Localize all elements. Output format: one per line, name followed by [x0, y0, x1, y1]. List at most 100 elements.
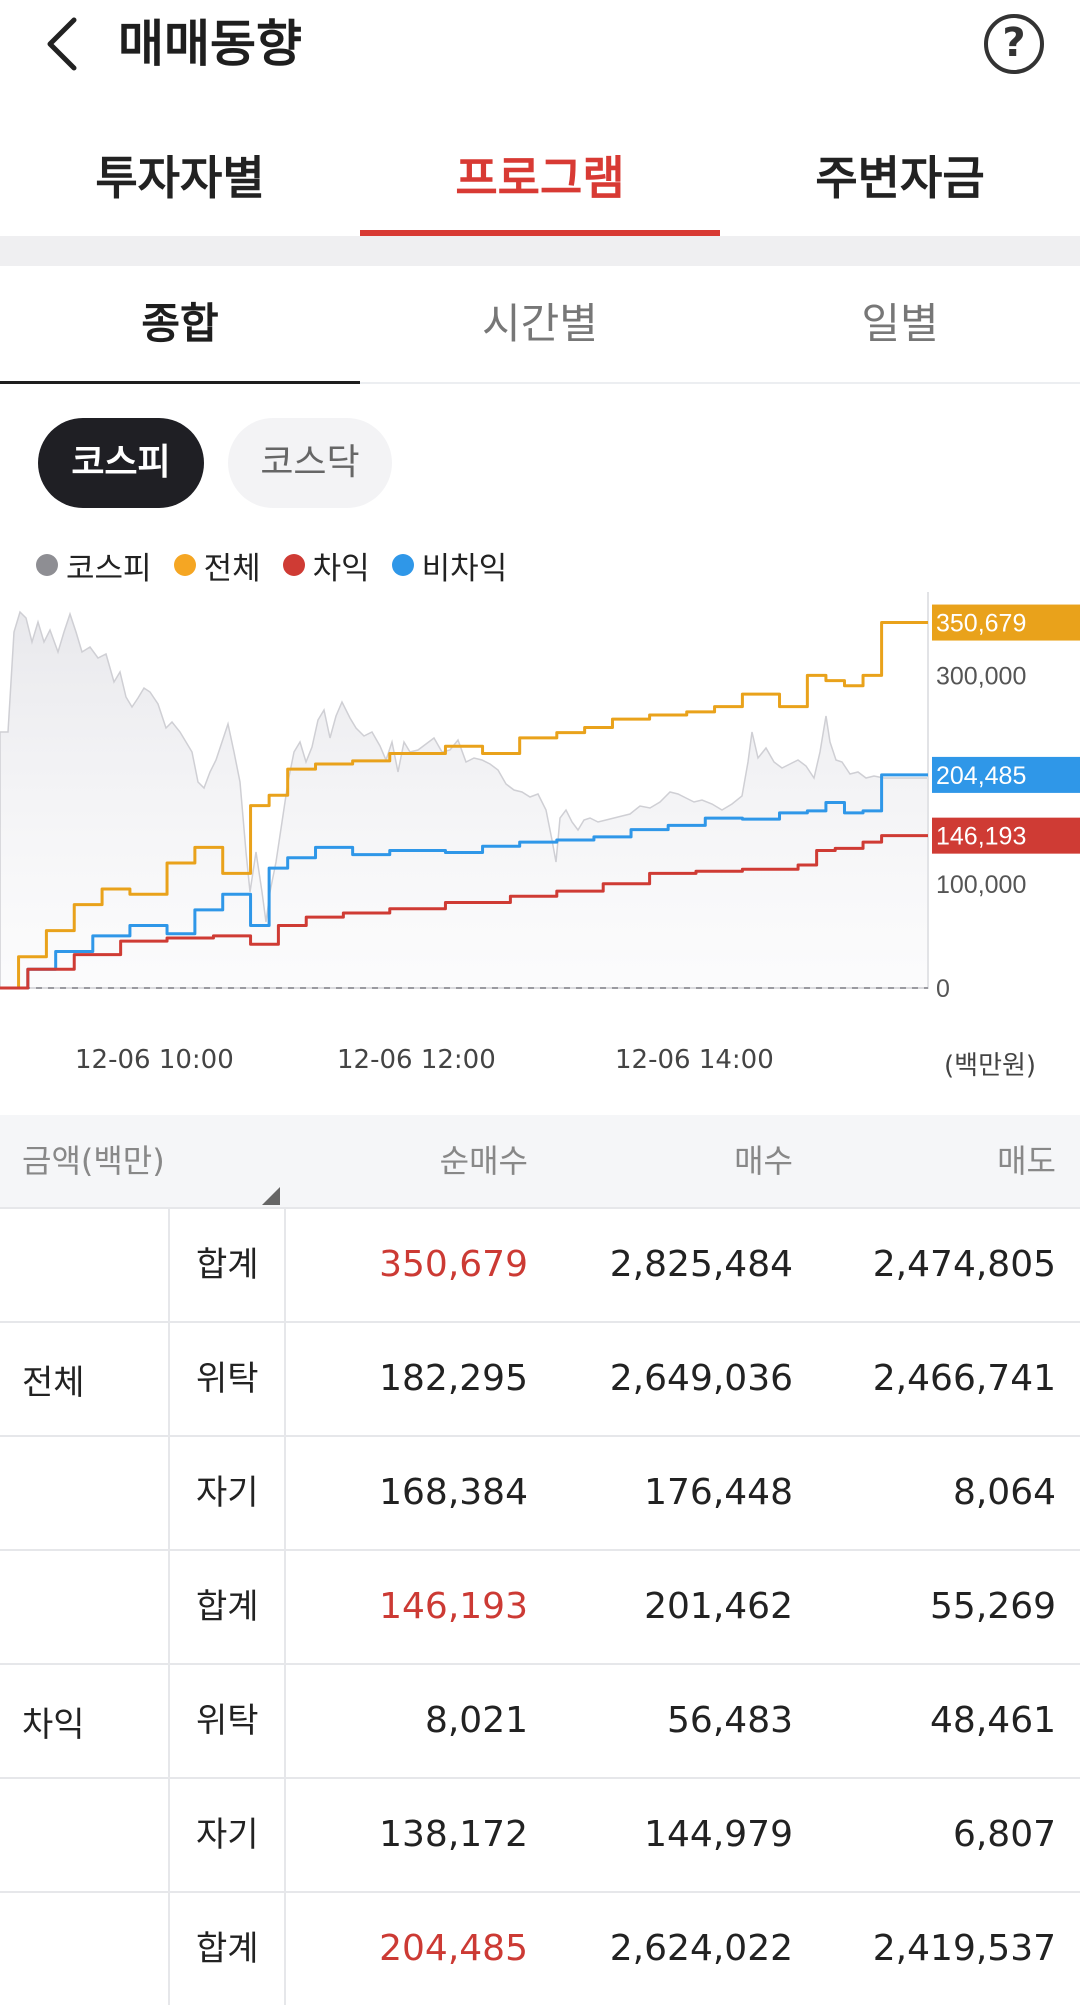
net-buy-value: 8,021 [424, 1700, 528, 1741]
sell-value: 55,269 [930, 1586, 1056, 1627]
group-arbitrage: 차익 합계 146,193 201,462 55,269 위탁 8,021 56,483 48,… [0, 1549, 1080, 1891]
sort-triangle-icon[interactable] [262, 1187, 280, 1205]
kospi-button[interactable]: 코스피 [38, 418, 204, 508]
table-row[interactable]: 위탁 8,021 56,483 48,461 [0, 1663, 1080, 1777]
buy-value: 2,825,484 [609, 1244, 793, 1285]
buy-value: 56,483 [667, 1700, 793, 1741]
sell-value: 8,064 [952, 1472, 1056, 1513]
legend-label: 전체 [203, 550, 261, 587]
end-value-badge [932, 817, 1080, 854]
kosdaq-button[interactable]: 코스닥 [228, 418, 392, 508]
legend-dot [36, 554, 58, 576]
table-row[interactable]: 합계 204,485 2,624,022 2,419,537 [0, 1893, 1080, 2005]
legend-dot [173, 554, 196, 576]
legend-dot [282, 554, 305, 576]
sell-header: 매도 [997, 1142, 1056, 1180]
row-label: 합계 [196, 1929, 259, 1969]
group-total: 전체 합계 350,679 2,825,484 2,474,805 위탁 182,295 2,… [0, 1207, 1080, 1549]
row-label: 합계 [196, 1587, 259, 1627]
buy-value: 176,448 [644, 1472, 793, 1513]
table-row[interactable]: 자기 138,172 144,979 6,807 [0, 1777, 1080, 1891]
group-non-arbitrage: 합계 204,485 2,624,022 2,419,537 [0, 1891, 1080, 2005]
end-value-text: 350,679 [936, 610, 1026, 638]
tab-summary[interactable]: 종합 [0, 266, 360, 384]
kospi-index-area [0, 610, 929, 989]
sell-value: 2,466,741 [872, 1358, 1056, 1399]
y-tick-label: 100,000 [936, 871, 1026, 899]
end-value-text: 204,485 [936, 762, 1026, 790]
y-tick-label: 0 [936, 975, 950, 1003]
tab-investor[interactable]: 투자자별 [95, 151, 265, 205]
net-buy-header: 순매수 [439, 1142, 528, 1180]
tab-program[interactable]: 프로그램 [360, 120, 720, 236]
row-label: 위탁 [196, 1701, 259, 1741]
help-icon[interactable]: ? [984, 14, 1044, 74]
net-buy-value: 350,679 [379, 1244, 528, 1285]
app-header: 매매동향 ? [0, 0, 1080, 90]
legend-non-arbitrage: 비차익 [391, 543, 508, 588]
time-axis: 12-06 10:00 12-06 12:00 12-06 14:00 (백만원… [0, 1035, 1080, 1085]
sell-value: 6,807 [952, 1814, 1056, 1855]
tab-daily[interactable]: 일별 [861, 299, 939, 348]
buy-value: 144,979 [644, 1814, 793, 1855]
column-divider [168, 1551, 170, 1891]
row-label: 합계 [196, 1245, 259, 1285]
table-row[interactable]: 위탁 182,295 2,649,036 2,466,741 [0, 1321, 1080, 1435]
table-header: 금액(백만) 순매수 매수 매도 [0, 1115, 1080, 1207]
sell-value: 2,474,805 [872, 1244, 1056, 1285]
buy-value: 2,624,022 [609, 1928, 793, 1969]
series-line-0 [0, 621, 928, 990]
column-divider [284, 1893, 286, 2005]
net-buy-value: 204,485 [379, 1928, 528, 1969]
table-row[interactable]: 자기 168,384 176,448 8,064 [0, 1435, 1080, 1549]
column-divider [168, 1893, 170, 2005]
end-value-label: 350,679 [932, 604, 1080, 641]
legend-label: 비차익 [421, 550, 508, 587]
legend-arbitrage: 차익 [282, 543, 370, 588]
table-row[interactable]: 합계 350,679 2,825,484 2,474,805 [0, 1209, 1080, 1321]
group-label: 차익 [22, 1704, 85, 1745]
end-value-label: 146,193 [932, 817, 1080, 854]
end-value-badge [932, 604, 1080, 641]
x-tick-label: 12-06 10:00 [75, 1045, 234, 1075]
y-tick-label: 300,000 [936, 662, 1026, 690]
table-row[interactable]: 합계 146,193 201,462 55,269 [0, 1551, 1080, 1663]
x-tick-label: 12-06 12:00 [337, 1045, 496, 1075]
program-trading-chart[interactable]: 300,000 100,000 0 350,679 204,485 146,193 [0, 592, 1080, 1032]
tab-hourly[interactable]: 시간별 [482, 299, 598, 348]
buy-value: 2,649,036 [609, 1358, 793, 1399]
back-button[interactable] [40, 8, 90, 80]
row-label: 자기 [196, 1473, 259, 1513]
series-line-2 [0, 834, 928, 990]
row-label: 자기 [196, 1815, 259, 1855]
series-line-1 [0, 773, 928, 990]
x-tick-label: 12-06 14:00 [615, 1045, 774, 1075]
end-value-label: 204,485 [932, 756, 1080, 793]
tab-peripheral-funds[interactable]: 주변자금 [815, 151, 985, 205]
corner-header: 금액(백만) [22, 1142, 165, 1180]
section-divider [0, 236, 1080, 266]
chart-unit-label: (백만원) [944, 1051, 1037, 1081]
net-buy-value: 146,193 [379, 1586, 528, 1627]
net-buy-value: 182,295 [379, 1358, 528, 1399]
column-divider [284, 1551, 286, 1891]
column-divider [168, 1209, 170, 1549]
sell-value: 2,419,537 [872, 1928, 1056, 1969]
legend-label: 코스피 [66, 550, 152, 587]
chevron-left-icon [47, 17, 77, 71]
column-divider [284, 1209, 286, 1549]
end-value-badge [932, 756, 1080, 793]
chart-legend: 코스피 전체 차익 비차익 [36, 540, 529, 590]
sub-tabs: 종합 시간별 일별 [0, 266, 1080, 384]
legend-label: 차익 [312, 550, 370, 587]
row-label: 위탁 [196, 1359, 259, 1399]
page-title: 매매동향 [118, 15, 302, 73]
net-buy-value: 168,384 [379, 1472, 528, 1513]
chart-grid [0, 592, 929, 989]
buy-header: 매수 [734, 1142, 793, 1180]
end-value-text: 146,193 [936, 823, 1026, 851]
buy-value: 201,462 [644, 1586, 793, 1627]
legend-kospi: 코스피 [36, 543, 152, 588]
group-label: 전체 [22, 1362, 85, 1403]
main-tabs: 투자자별 프로그램 주변자금 [0, 120, 1080, 236]
